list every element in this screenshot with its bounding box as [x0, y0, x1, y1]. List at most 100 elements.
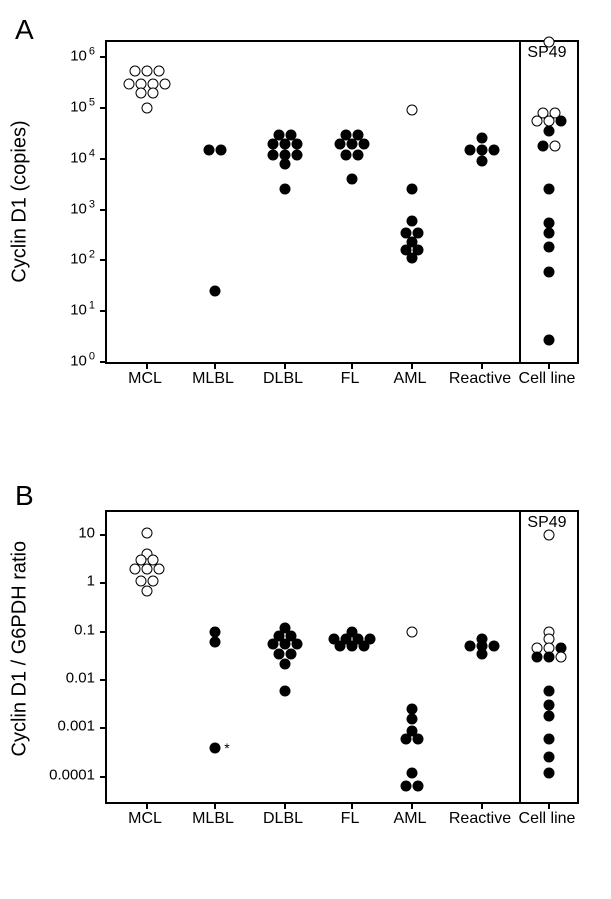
- x-tick: [214, 362, 216, 369]
- x-tick-label: DLBL: [263, 370, 303, 388]
- data-point: [359, 138, 370, 149]
- data-point: [142, 585, 153, 596]
- data-point: [160, 78, 171, 89]
- data-point: [148, 87, 159, 98]
- x-tick-label: Reactive: [449, 810, 511, 828]
- x-tick: [548, 362, 550, 369]
- data-point: [556, 652, 567, 663]
- data-point: [335, 138, 346, 149]
- panel-divider: [519, 42, 521, 362]
- panel-divider: [519, 512, 521, 802]
- data-point: [292, 138, 303, 149]
- x-tick: [146, 802, 148, 809]
- y-tick: [100, 631, 107, 633]
- data-point: [544, 266, 555, 277]
- data-point: [280, 138, 291, 149]
- y-tick: [100, 209, 107, 211]
- data-point: [556, 116, 567, 127]
- data-point: [292, 149, 303, 160]
- data-point: [413, 734, 424, 745]
- y-tick-label: 102: [70, 249, 95, 268]
- y-tick-label: 104: [70, 147, 95, 166]
- data-point: [407, 253, 418, 264]
- data-point: [532, 116, 543, 127]
- data-point: [347, 174, 358, 185]
- data-point: [407, 713, 418, 724]
- data-point: [544, 767, 555, 778]
- data-point: [489, 641, 500, 652]
- x-tick: [411, 802, 413, 809]
- data-point: [407, 105, 418, 116]
- data-point: [142, 528, 153, 539]
- data-point: [130, 563, 141, 574]
- data-point: [477, 155, 488, 166]
- plot-b: *: [105, 510, 579, 804]
- data-point: [210, 286, 221, 297]
- data-point: [489, 144, 500, 155]
- data-point: [401, 780, 412, 791]
- y-tick-label: 106: [70, 46, 95, 65]
- x-tick: [481, 802, 483, 809]
- data-point: [550, 140, 561, 151]
- y-tick-label: 0.0001: [49, 766, 95, 783]
- x-tick: [548, 802, 550, 809]
- data-point: [216, 144, 227, 155]
- y-tick: [100, 158, 107, 160]
- data-point: [142, 103, 153, 114]
- x-tick: [146, 362, 148, 369]
- y-tick-label: 0.1: [74, 621, 95, 638]
- data-point: [136, 87, 147, 98]
- data-point: [544, 752, 555, 763]
- y-axis-label-a: Cyclin D1 (copies): [9, 102, 32, 302]
- data-point: [359, 641, 370, 652]
- panel-a-label: A: [15, 14, 34, 46]
- x-tick-label: MLBL: [192, 370, 234, 388]
- data-point: [347, 138, 358, 149]
- x-tick-label: MLBL: [192, 810, 234, 828]
- data-point: [268, 138, 279, 149]
- data-point: [544, 227, 555, 238]
- x-tick: [214, 802, 216, 809]
- data-point: [544, 652, 555, 663]
- data-point: [544, 335, 555, 346]
- y-tick-label: 100: [70, 351, 95, 370]
- data-point: [154, 563, 165, 574]
- data-point: [538, 140, 549, 151]
- y-tick: [100, 259, 107, 261]
- data-point: [130, 66, 141, 77]
- data-point: [347, 641, 358, 652]
- data-point: [401, 734, 412, 745]
- data-point: [477, 144, 488, 155]
- data-point: [335, 641, 346, 652]
- data-point: [465, 641, 476, 652]
- data-point: [341, 149, 352, 160]
- data-point: [210, 637, 221, 648]
- x-tick: [351, 802, 353, 809]
- y-tick: [100, 107, 107, 109]
- data-point: [544, 183, 555, 194]
- data-point: [477, 648, 488, 659]
- y-tick: [100, 776, 107, 778]
- data-point: [154, 66, 165, 77]
- x-tick: [351, 362, 353, 369]
- x-tick: [411, 362, 413, 369]
- data-point: [142, 563, 153, 574]
- data-point: [407, 215, 418, 226]
- data-point: [477, 132, 488, 143]
- x-tick-label: FL: [341, 370, 360, 388]
- y-tick-label: 101: [70, 300, 95, 319]
- data-point: [353, 149, 364, 160]
- x-tick-label: MCL: [128, 370, 162, 388]
- y-tick-label: 1: [87, 573, 95, 590]
- y-tick: [100, 56, 107, 58]
- data-point: [268, 149, 279, 160]
- x-tick-label: Cell line: [519, 810, 576, 828]
- data-point: [544, 685, 555, 696]
- y-tick: [100, 534, 107, 536]
- data-point: [544, 700, 555, 711]
- data-point: [407, 626, 418, 637]
- y-axis-label-b: Cyclin D1 / G6PDH ratio: [9, 557, 32, 757]
- y-tick: [100, 679, 107, 681]
- plot-a: [105, 40, 579, 364]
- y-tick-label: 0.01: [66, 670, 95, 687]
